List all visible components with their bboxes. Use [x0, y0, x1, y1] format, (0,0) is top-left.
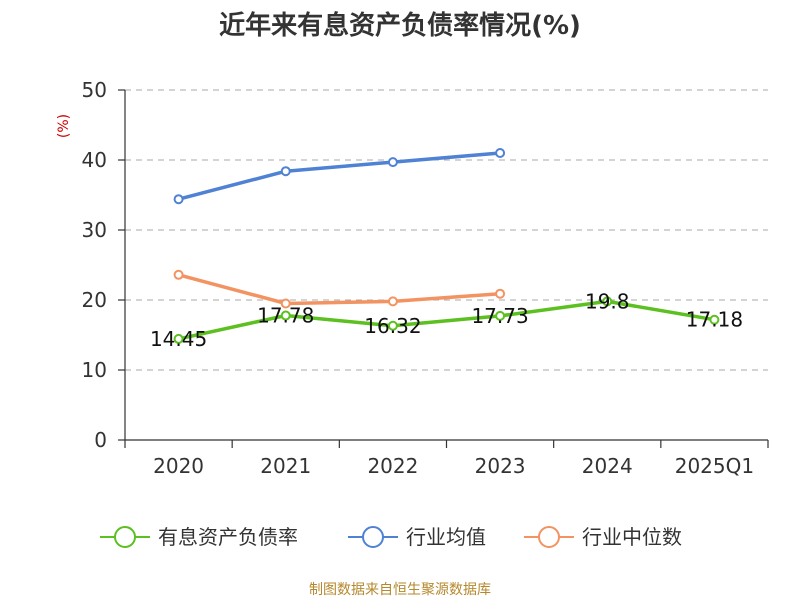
- data-point: [709, 314, 720, 325]
- legend-label: 行业中位数: [582, 525, 682, 549]
- legend-label: 有息资产负债率: [158, 525, 298, 549]
- source-note: 制图数据来自恒生聚源数据库: [309, 582, 491, 598]
- data-point: [280, 310, 291, 321]
- data-point: [495, 148, 506, 158]
- legend: 有息资产负债率 行业均值 行业中位数: [100, 525, 682, 549]
- legend-swatch-marker: [538, 526, 560, 548]
- data-point: [387, 157, 398, 168]
- data-point: [387, 296, 398, 307]
- y-tick-label: 40: [82, 148, 107, 172]
- data-point: [602, 296, 613, 307]
- legend-swatch-marker: [362, 526, 384, 548]
- data-point: [173, 333, 184, 344]
- x-tick-label: 2023: [475, 454, 526, 478]
- data-point: [173, 269, 184, 280]
- data-point: [387, 320, 398, 331]
- legend-label: 行业均值: [406, 525, 486, 549]
- legend-swatch-marker: [114, 526, 136, 548]
- data-labels: 14.45 17.78 16.32 17.73 19.8 17.18: [150, 289, 743, 350]
- data-point: [173, 194, 184, 205]
- y-axis-unit-label: (%): [56, 114, 72, 138]
- x-tick-label: 2025Q1: [675, 454, 754, 478]
- axes: 0 10 20 30 40 50 2020 2021 2022 2023 2024 2025Q1: [82, 78, 769, 478]
- data-point: [495, 288, 506, 299]
- x-tick-label: 2021: [260, 454, 311, 478]
- y-tick-label: 10: [82, 358, 107, 382]
- series-line-3: [178, 273, 501, 306]
- data-point: [280, 166, 291, 177]
- data-label: 17.78: [257, 304, 314, 328]
- data-label: 14.45: [150, 327, 207, 351]
- grid-lines: [125, 89, 768, 371]
- x-tick-label: 2020: [153, 454, 204, 478]
- series-line-1: [178, 299, 715, 341]
- x-tick-label: 2022: [367, 454, 418, 478]
- y-tick-label: 0: [94, 428, 107, 452]
- y-tick-label: 50: [82, 78, 107, 102]
- data-label: 16.32: [364, 314, 421, 338]
- series-line-2: [178, 151, 501, 201]
- y-tick-label: 30: [82, 218, 107, 242]
- y-tick-label: 20: [82, 288, 107, 312]
- data-label: 17.18: [686, 308, 743, 332]
- x-tick-label: 2024: [582, 454, 633, 478]
- data-label: 17.73: [471, 304, 528, 328]
- chart-title: 近年来有息资产负债率情况(%): [219, 10, 581, 41]
- data-point: [280, 298, 291, 309]
- data-label: 19.8: [585, 289, 630, 313]
- series-lines: [173, 148, 720, 344]
- data-point: [495, 310, 506, 321]
